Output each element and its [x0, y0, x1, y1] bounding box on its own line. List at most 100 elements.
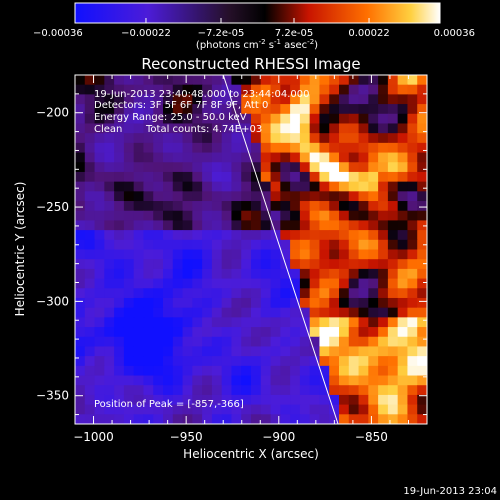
heatmap-cell	[368, 336, 379, 348]
heatmap-cell	[75, 123, 86, 134]
heatmap-cell	[133, 317, 145, 328]
heatmap-cell	[143, 365, 154, 377]
heatmap-cell	[319, 414, 330, 424]
heatmap-cell	[368, 142, 379, 154]
heatmap-cell	[241, 288, 252, 299]
heatmap-cell	[221, 404, 233, 415]
heatmap-cell	[280, 297, 291, 309]
heatmap-cell	[251, 133, 262, 144]
heatmap-cell	[182, 201, 193, 212]
heatmap-cell	[143, 162, 154, 173]
heatmap-cell	[368, 317, 379, 328]
heatmap-cell	[123, 336, 135, 348]
heatmap-cell	[153, 249, 164, 260]
heatmap-cell	[153, 142, 164, 154]
heatmap-cell	[202, 375, 213, 386]
heatmap-cell	[378, 75, 389, 86]
heatmap-cell	[368, 133, 379, 144]
heatmap-cell	[397, 365, 409, 377]
heatmap-cell	[75, 201, 86, 212]
heatmap-cell	[348, 220, 360, 231]
heatmap-cell	[123, 385, 135, 396]
heatmap-cell	[251, 191, 262, 202]
heatmap-cell	[221, 317, 233, 328]
heatmap-cell	[319, 220, 330, 231]
heatmap-cell	[280, 307, 291, 318]
heatmap-cell	[251, 113, 262, 125]
heatmap-cell	[172, 268, 184, 280]
heatmap-cell	[358, 375, 369, 386]
heatmap-cell	[84, 171, 96, 183]
heatmap-cell	[75, 365, 86, 377]
heatmap-cell	[104, 104, 115, 115]
heatmap-cell	[417, 394, 427, 406]
heatmap-cell	[299, 123, 311, 134]
heatmap-cell	[299, 210, 311, 222]
heatmap-cell	[290, 259, 301, 270]
heatmap-cell	[75, 317, 86, 328]
heatmap-cell	[329, 230, 340, 241]
heatmap-cell	[153, 104, 164, 115]
heatmap-cell	[192, 75, 203, 86]
heatmap-cell	[319, 142, 330, 154]
heatmap-cell	[94, 220, 105, 231]
heatmap-cell	[368, 171, 379, 183]
heatmap-cell	[84, 84, 96, 95]
heatmap-cell	[153, 191, 164, 202]
heatmap-cell	[348, 385, 360, 396]
heatmap-cell	[182, 113, 193, 125]
heatmap-cell	[368, 346, 379, 357]
heatmap-cell	[339, 414, 350, 424]
heatmap-cell	[417, 133, 427, 144]
heatmap-cell	[172, 210, 184, 222]
heatmap-cell	[84, 249, 96, 260]
heatmap-cell	[251, 94, 262, 105]
heatmap-cell	[192, 346, 203, 357]
info-peak-position: Position of Peak = [-857,-366]	[94, 399, 244, 410]
heatmap-cell	[221, 230, 233, 241]
heatmap-cell	[133, 210, 145, 222]
heatmap-cell	[221, 327, 233, 338]
heatmap-cell	[397, 75, 409, 86]
heatmap-cell	[260, 268, 272, 280]
heatmap-cell	[299, 201, 311, 212]
heatmap-cell	[75, 346, 86, 357]
heatmap-cell	[378, 220, 389, 231]
heatmap-cell	[417, 210, 427, 222]
heatmap-cell	[270, 327, 281, 338]
heatmap-cell	[104, 336, 115, 348]
heatmap-cell	[192, 336, 203, 348]
heatmap-cell	[407, 239, 418, 251]
heatmap-cell	[114, 385, 125, 396]
heatmap-cell	[407, 191, 418, 202]
heatmap-cell	[299, 268, 311, 280]
heatmap-cell	[75, 336, 86, 348]
heatmap-cell	[221, 123, 233, 134]
heatmap-cell	[202, 84, 213, 95]
heatmap-cell	[143, 113, 154, 125]
heatmap-cell	[417, 142, 427, 154]
heatmap-cell	[280, 288, 291, 299]
heatmap-cell	[202, 317, 213, 328]
heatmap-cell	[75, 75, 86, 86]
heatmap-cell	[270, 133, 281, 144]
heatmap-cell	[231, 375, 242, 386]
heatmap-cell	[84, 123, 96, 134]
heatmap-cell	[348, 268, 360, 280]
heatmap-cell	[251, 142, 262, 154]
heatmap-cell	[84, 230, 96, 241]
heatmap-cell	[231, 123, 242, 134]
heatmap-cell	[251, 365, 262, 377]
heatmap-cell	[368, 356, 379, 367]
heatmap-cell	[143, 123, 154, 134]
heatmap-cell	[133, 162, 145, 173]
heatmap-cell	[251, 210, 262, 222]
heatmap-cell	[299, 307, 311, 318]
heatmap-cell	[104, 404, 115, 415]
heatmap-cell	[114, 297, 125, 309]
x-tick-label: −1000	[73, 430, 114, 444]
heatmap-cell	[241, 249, 252, 260]
heatmap-cell	[339, 288, 350, 299]
heatmap-cell	[84, 385, 96, 396]
heatmap-cell	[153, 220, 164, 231]
